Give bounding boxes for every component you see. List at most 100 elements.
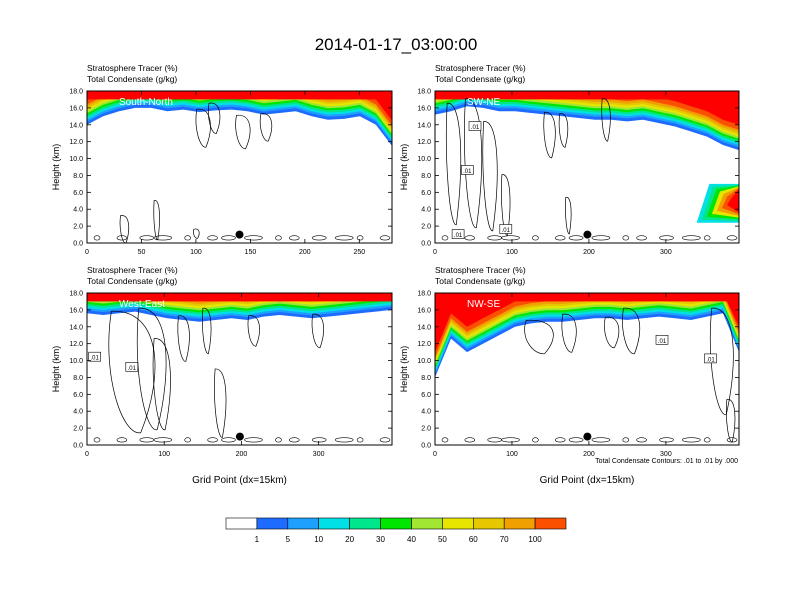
contour-label: .01 <box>91 356 100 362</box>
x-tick-label: 0 <box>433 451 437 458</box>
surface-contour <box>379 235 391 241</box>
y-tick-label: 10.0 <box>69 156 83 163</box>
condensate-contour <box>247 315 260 347</box>
surface-contour <box>532 235 539 241</box>
y-tick-label: 14.0 <box>417 324 431 331</box>
y-tick-label: 14.0 <box>69 324 83 331</box>
surface-contour <box>93 235 101 241</box>
chart-panel-2: .01 .01 West-East Stratosphere Tracer (%)To… <box>51 265 393 486</box>
surface-contour <box>568 437 584 443</box>
surface-contour <box>93 437 101 443</box>
chart-panel-1: .01 .01 .01 .01 SW-NE Stratosphere Tracer (%)… <box>399 63 740 256</box>
x-tick-label: 150 <box>245 249 257 256</box>
x-tick-label: 300 <box>660 249 672 256</box>
condensate-contour <box>235 114 251 150</box>
tracer-band-8 <box>87 91 392 131</box>
colorbar-box-6 <box>411 517 443 530</box>
contour-label-box <box>704 353 717 364</box>
x-tick-label: 0 <box>433 249 437 256</box>
surface-contour <box>622 235 630 241</box>
y-tick-label: 12.0 <box>417 341 431 348</box>
panel-header-label: Stratosphere Tracer (%) <box>87 63 178 73</box>
surface-contour <box>334 437 354 443</box>
y-tick-label: 18.0 <box>417 291 431 298</box>
y-tick-label: 16.0 <box>69 105 83 112</box>
tracer-band-9 <box>435 293 739 360</box>
surface-contour <box>207 437 218 443</box>
contour-label-box <box>655 334 669 345</box>
y-tick-label: 10.0 <box>417 156 431 163</box>
panel-title: NW-SE <box>467 299 500 310</box>
y-axis-label: Height (km) <box>399 144 409 191</box>
surface-contour <box>659 437 674 443</box>
y-tick-label: 10.0 <box>69 358 83 365</box>
y-tick-label: 18.0 <box>69 89 83 96</box>
contour-label: .01 <box>454 233 463 239</box>
y-tick-label: 6.0 <box>421 190 431 197</box>
surface-contour <box>441 235 449 241</box>
condensate-contour <box>446 102 462 226</box>
colorbar-box-4 <box>349 517 381 530</box>
x-tick-label: 200 <box>583 249 595 256</box>
surface-contour <box>681 235 701 241</box>
surface-contour <box>591 437 611 443</box>
colorbar-label: 1 <box>255 535 260 544</box>
contour-label-box <box>451 229 465 239</box>
location-marker <box>583 230 592 239</box>
y-tick-label: 0.0 <box>421 241 431 248</box>
surface-contour <box>207 235 218 241</box>
surface-contour <box>379 437 391 443</box>
y-tick-label: 8.0 <box>421 375 431 382</box>
colorbar-box-3 <box>318 517 350 530</box>
condensate-contour <box>193 228 200 239</box>
plot-frame <box>86 90 393 244</box>
surface-contour <box>501 437 520 443</box>
contour-label: .01 <box>128 366 137 372</box>
condensate-contour <box>108 310 156 434</box>
y-axis-label: Height (km) <box>399 346 409 393</box>
y-tick-label: 6.0 <box>421 392 431 399</box>
figure-title: 2014-01-17_03:00:00 <box>315 35 478 54</box>
tracer-cap <box>435 91 739 100</box>
surface-contour <box>334 235 354 241</box>
condensate-contour <box>152 338 171 431</box>
colorbar: 1 5 10 20 30 40 50 60 70 100 <box>225 517 567 544</box>
tracer-cap <box>87 293 392 302</box>
contour-label-box <box>468 121 482 131</box>
surface-contour <box>703 437 711 443</box>
y-tick-label: 4.0 <box>421 207 431 214</box>
x-tick-label: 300 <box>313 451 325 458</box>
location-marker <box>235 432 244 441</box>
surface-contour <box>356 437 364 443</box>
surface-contour <box>554 437 566 443</box>
panel-title: South-North <box>119 97 173 108</box>
contour-label: .01 <box>463 169 472 175</box>
tracer-field <box>435 91 739 243</box>
colorbar-box-8 <box>472 517 505 530</box>
y-tick-label: 2.0 <box>421 224 431 231</box>
y-tick-label: 0.0 <box>73 443 83 450</box>
y-tick-label: 4.0 <box>73 409 83 416</box>
surface-contour <box>681 437 701 443</box>
y-tick-label: 8.0 <box>421 173 431 180</box>
colorbar-box-9 <box>503 517 536 530</box>
colorbar-label: 60 <box>469 535 478 544</box>
colorbar-label: 50 <box>438 535 447 544</box>
contour-label: .01 <box>706 357 715 363</box>
colorbar-label: 100 <box>528 535 542 544</box>
y-tick-label: 14.0 <box>69 122 83 129</box>
tracer-field <box>87 91 392 243</box>
condensate-contour <box>604 316 620 349</box>
surface-contour <box>501 235 520 241</box>
surface-contour <box>636 437 647 443</box>
contour-label: .01 <box>471 125 480 131</box>
colorbar-label: 20 <box>345 535 354 544</box>
surface-contour <box>659 235 674 241</box>
y-tick-label: 2.0 <box>421 426 431 433</box>
condensate-contour <box>622 307 641 355</box>
panel-title: West-East <box>119 299 165 310</box>
location-marker <box>583 432 592 441</box>
location-marker <box>235 230 244 239</box>
surface-contour <box>184 437 191 443</box>
y-tick-label: 8.0 <box>73 173 83 180</box>
